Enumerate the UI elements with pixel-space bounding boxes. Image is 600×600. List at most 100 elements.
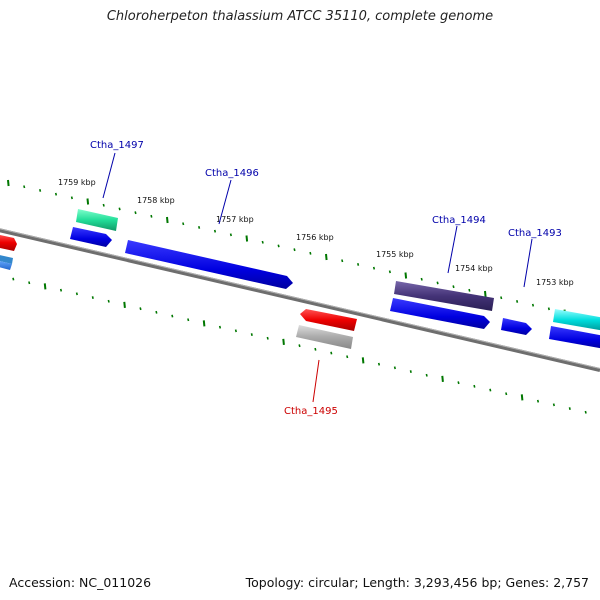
ruler-minor-tick [436,281,439,285]
ruler-minor-tick [102,203,105,207]
gene-label-ctha-1495[interactable]: Ctha_1495 [284,406,338,417]
ruler-label: 1758 kbp [137,196,175,205]
ruler-minor-tick [346,355,349,359]
ruler-minor-tick [187,318,190,322]
ruler-minor-tick [171,314,174,318]
ruler-minor-tick [75,292,78,296]
genome-title: Chloroherpeton thalassium ATCC 35110, co… [106,9,494,24]
gene-feature-ctha-1495[interactable] [300,309,357,331]
genome-backbone [0,228,600,372]
gene-feature-ctha-1496[interactable] [125,240,293,289]
ruler-minor-tick [59,288,63,292]
ruler-minor-tick [150,214,153,218]
ruler-minor-tick [309,251,312,255]
gene-feature[interactable] [296,325,353,349]
leader-line [312,359,320,403]
ruler-major-tick [123,301,126,308]
gene-feature[interactable] [0,234,17,251]
ruler-minor-tick [341,259,344,263]
ruler-major-tick [325,253,328,261]
ruler-major-tick [166,216,169,224]
ruler-major-tick [520,394,524,401]
ruler-major-tick [484,290,487,298]
ruler-major-tick [86,198,90,205]
ruler-label: 1756 kbp [296,233,334,242]
ruler-minor-tick [293,248,296,252]
ruler-label: 1759 kbp [58,178,96,187]
ruler-minor-tick [468,288,471,292]
ruler-minor-tick [330,351,333,355]
ruler-minor-tick [91,296,94,299]
leader-line [523,238,533,288]
ruler-major-tick [441,375,444,382]
ruler-minor-tick [516,300,519,303]
ruler-minor-tick [298,344,301,348]
gene-feature[interactable] [70,227,112,247]
ruler-minor-tick [213,229,217,233]
ruler-minor-tick [505,392,508,396]
ruler-minor-tick [552,403,555,407]
ruler-minor-tick [70,196,73,200]
gene-label-ctha-1497[interactable]: Ctha_1497 [90,140,144,151]
ruler-minor-tick [28,281,31,285]
ruler-minor-tick [452,285,455,289]
ruler-minor-tick [39,189,42,192]
ruler-minor-tick [357,263,360,266]
ruler-label: 1755 kbp [376,250,414,259]
ruler-label: 1754 kbp [455,264,493,273]
ruler-minor-tick [425,373,428,377]
ruler-minor-tick [473,384,476,388]
ruler-major-tick [404,272,408,279]
ruler-minor-tick [107,299,110,303]
gene-label-ctha-1493[interactable]: Ctha_1493 [508,228,562,239]
leader-line [102,152,116,199]
gene-feature-ctha-1497-rna[interactable] [76,209,118,231]
ruler-label: 1757 kbp [216,215,254,224]
gene-label-ctha-1496[interactable]: Ctha_1496 [205,168,259,179]
ruler-major-tick [245,235,249,242]
ruler-label: 1753 kbp [536,278,574,287]
ruler-major-tick [282,338,285,345]
gene-feature-ctha-1493[interactable] [501,318,532,335]
ruler-minor-tick [118,207,121,211]
gene-feature[interactable] [0,254,13,264]
ruler-minor-tick [198,226,201,229]
lower-ruler-ticks [12,277,587,414]
gene-feature-ctha-1494[interactable] [394,281,494,311]
gene-feature[interactable] [390,298,490,329]
ruler-minor-tick [584,410,587,414]
ruler-minor-tick [531,303,535,307]
ruler-minor-tick [134,211,137,215]
gene-feature[interactable] [549,326,600,349]
leader-line [218,179,232,225]
gene-label-ctha-1494[interactable]: Ctha_1494 [432,215,486,226]
ruler-major-tick [202,320,206,327]
ruler-minor-tick [547,307,550,311]
ruler-minor-tick [261,240,264,244]
gene-feature[interactable] [553,309,600,331]
ruler-major-tick [7,179,10,187]
ruler-minor-tick [218,325,222,329]
gene-feature[interactable] [0,260,12,270]
ruler-minor-tick [229,233,232,237]
ruler-minor-tick [314,347,317,351]
ruler-minor-tick [420,277,423,281]
ruler-minor-tick [457,381,460,385]
ruler-minor-tick [250,333,253,336]
ruler-minor-tick [409,370,412,373]
accession-text: Accession: NC_011026 [9,575,152,590]
ruler-minor-tick [393,366,396,370]
ruler-minor-tick [568,407,571,410]
ruler-minor-tick [234,329,237,333]
ruler-minor-tick [536,399,540,403]
genome-stats-text: Topology: circular; Length: 3,293,456 bp… [245,575,589,590]
ruler-minor-tick [54,192,58,196]
ruler-minor-tick [23,185,26,189]
ruler-minor-tick [500,296,503,300]
ruler-minor-tick [266,336,269,340]
ruler-minor-tick [277,244,280,248]
ruler-minor-tick [139,307,142,311]
ruler-minor-tick [372,266,376,270]
